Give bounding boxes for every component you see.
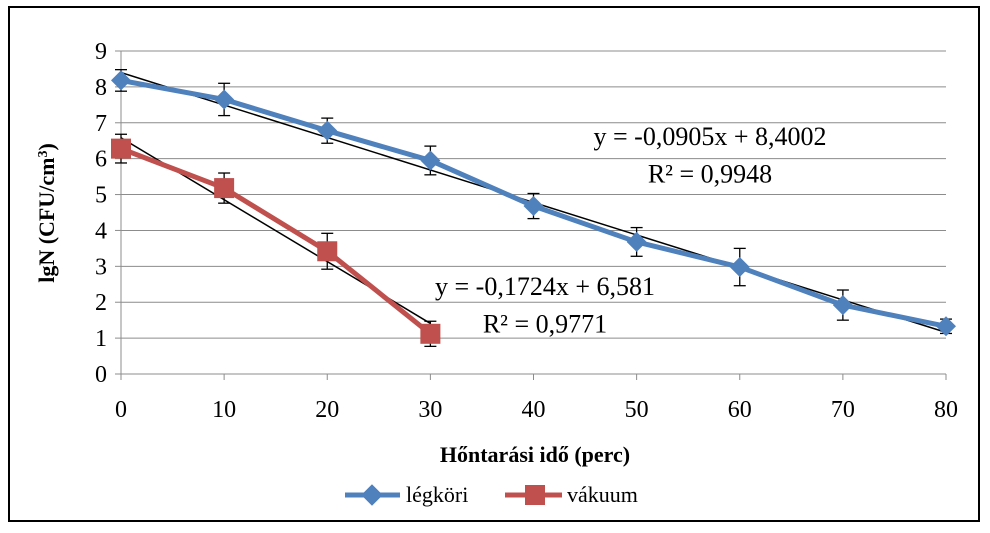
axes bbox=[115, 50, 947, 380]
trend-equation-legkori: y = -0,0905x + 8,4002 bbox=[594, 122, 827, 151]
data-point bbox=[317, 241, 338, 262]
trend-r2-legkori: R² = 0,9948 bbox=[648, 160, 772, 189]
data-point bbox=[214, 178, 235, 199]
data-point bbox=[111, 70, 131, 91]
trend-equation-vakuum: y = -0,1724x + 6,581 bbox=[435, 272, 655, 301]
x-tick-label: 60 bbox=[728, 397, 752, 423]
data-point bbox=[420, 323, 441, 344]
x-tick-label: 40 bbox=[522, 397, 546, 423]
y-axis-title-close: ) bbox=[34, 143, 59, 150]
legend: légköri vákuum bbox=[345, 482, 638, 507]
data-point bbox=[214, 89, 235, 110]
y-tick-label: 4 bbox=[95, 218, 107, 244]
data-point bbox=[523, 196, 544, 217]
data-point bbox=[317, 120, 338, 141]
y-tick-label: 6 bbox=[95, 147, 107, 173]
x-tick-label: 80 bbox=[934, 397, 958, 423]
data-point bbox=[936, 316, 956, 337]
legend-label-vakuum: vákuum bbox=[567, 482, 638, 507]
y-tick-label: 3 bbox=[95, 254, 107, 280]
data-point bbox=[626, 231, 647, 252]
trend-r2-vakuum: R² = 0,9771 bbox=[483, 310, 607, 339]
legend-label-legkori: légköri bbox=[406, 482, 468, 507]
x-tick-label: 30 bbox=[418, 397, 442, 423]
labels: 0 1 2 3 4 5 6 7 8 9 0 10 20 30 40 50 60 70 80 bbox=[95, 39, 958, 423]
x-tick-label: 70 bbox=[831, 397, 855, 423]
series-line bbox=[120, 146, 432, 336]
y-tick-label: 8 bbox=[95, 75, 107, 101]
data-point bbox=[729, 257, 750, 278]
data-point bbox=[832, 295, 853, 316]
y-axis-title-main: lgN (CFU/cm bbox=[34, 158, 59, 283]
y-tick-label: 7 bbox=[95, 111, 107, 137]
series bbox=[111, 69, 956, 348]
y-axis-title-sup: 3 bbox=[36, 151, 51, 158]
y-tick-label: 1 bbox=[95, 326, 107, 352]
y-tick-label: 5 bbox=[95, 183, 107, 209]
legend-marker-legkori bbox=[361, 484, 383, 506]
y-tick-label: 2 bbox=[95, 290, 107, 316]
y-tick-label: 9 bbox=[95, 39, 107, 65]
x-tick-label: 10 bbox=[212, 397, 236, 423]
y-axis-title: lgN (CFU/cm3) bbox=[34, 143, 59, 283]
x-tick-label: 50 bbox=[625, 397, 649, 423]
legend-marker-vakuum bbox=[525, 485, 545, 505]
x-tick-label: 20 bbox=[315, 397, 339, 423]
y-tick-label: 0 bbox=[95, 362, 107, 388]
data-point bbox=[420, 150, 441, 171]
x-tick-label: 0 bbox=[115, 397, 127, 423]
gridlines bbox=[121, 50, 946, 339]
x-axis-title: Hőntarási idő (perc) bbox=[440, 442, 630, 467]
data-point bbox=[111, 138, 131, 159]
